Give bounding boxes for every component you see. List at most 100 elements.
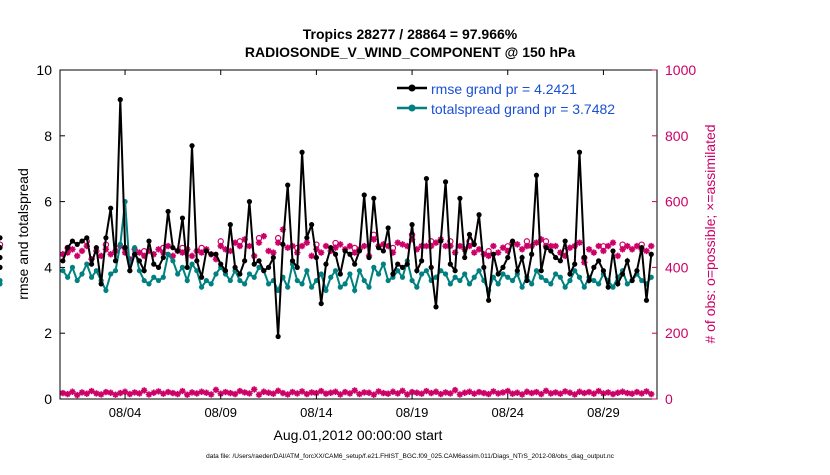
obs-assimilated-bottom-point — [428, 389, 435, 397]
obs-assimilated-point — [332, 244, 339, 251]
totalspread-point — [419, 271, 425, 277]
y-right-tick-label: 400 — [665, 259, 689, 275]
obs-assimilated-bottom-point — [485, 390, 492, 398]
obs-assimilated-point — [480, 251, 488, 258]
rmse-point — [419, 258, 425, 264]
obs-assimilated-point — [552, 242, 559, 250]
chart-subtitle: RADIOSONDE_V_WIND_COMPONENT @ 150 hPa — [245, 44, 575, 60]
obs-assimilated-point — [83, 242, 90, 250]
totalspread-point — [227, 277, 233, 284]
totalspread-point — [543, 277, 549, 284]
obs-assimilated-bottom-point — [638, 390, 645, 397]
rmse-point — [486, 297, 492, 303]
rmse-point — [232, 264, 238, 270]
obs-assimilated-bottom-point — [528, 389, 535, 397]
obs-assimilated-bottom-point — [294, 390, 301, 397]
rmse-point — [337, 271, 343, 277]
rmse-point — [495, 271, 501, 277]
obs-assimilated-bottom-point — [648, 390, 655, 398]
obs-assimilated-point — [241, 236, 248, 243]
totalspread-point — [146, 281, 152, 287]
obs-assimilated-bottom-point — [212, 386, 220, 393]
obs-assimilated-point — [523, 242, 531, 250]
totalspread-point — [60, 268, 66, 274]
rmse-point — [634, 268, 640, 274]
rmse-point — [270, 254, 276, 261]
totalspread-point — [552, 271, 559, 277]
obs-assimilated-point — [140, 252, 148, 260]
totalspread-point — [79, 271, 85, 277]
totalspread-point — [141, 277, 147, 284]
rmse-point — [242, 258, 248, 264]
rmse-point — [294, 264, 300, 270]
obs-assimilated-point — [490, 242, 497, 250]
obs-assimilated-bottom-point — [437, 390, 444, 398]
obs-assimilated-point — [236, 242, 244, 250]
totalspread-point — [337, 284, 343, 290]
obs-assimilated-bottom-point — [169, 389, 177, 397]
obs-assimilated-bottom-point — [308, 389, 315, 396]
obs-assimilated-bottom-point — [533, 388, 540, 396]
obs-assimilated-point — [475, 246, 483, 253]
plot-marks — [0, 97, 655, 399]
obs-assimilated-bottom-point — [547, 390, 555, 397]
rmse-point — [117, 97, 123, 103]
rmse-point — [0, 245, 3, 251]
rmse-point — [433, 304, 439, 310]
obs-assimilated-point — [246, 242, 253, 250]
rmse-point — [385, 225, 391, 231]
rmse-point — [643, 297, 650, 303]
totalspread-point — [299, 281, 305, 287]
obs-assimilated-bottom-point — [227, 389, 234, 397]
obs-assimilated-bottom-point — [207, 391, 215, 398]
totalspread-point — [371, 264, 377, 270]
rmse-point — [179, 215, 186, 221]
rmse-point — [74, 241, 80, 247]
totalspread-point — [624, 281, 630, 287]
totalspread-point — [74, 277, 80, 284]
rmse-point — [69, 238, 76, 244]
totalspread-point — [84, 261, 90, 267]
rmse-point — [299, 149, 305, 155]
obs-assimilated-bottom-point — [370, 391, 378, 398]
y-left-tick-label: 0 — [44, 391, 52, 407]
rmse-point — [610, 248, 616, 254]
rmse-point — [395, 261, 401, 267]
obs-assimilated-point — [322, 242, 330, 250]
obs-assimilated-bottom-point — [466, 388, 473, 395]
rmse-line — [61, 99, 653, 337]
rmse-point — [476, 212, 482, 218]
totalspread-point — [533, 268, 540, 274]
obs-assimilated-point — [59, 251, 67, 258]
obs-assimilated-point — [169, 252, 177, 260]
totalspread-point — [385, 277, 391, 284]
totalspread-point — [562, 284, 568, 290]
rmse-point — [423, 175, 430, 182]
rmse-point — [136, 258, 143, 264]
totalspread-point — [294, 277, 300, 284]
obs-assimilated-bottom-point — [150, 389, 157, 396]
obs-assimilated-bottom-point — [365, 389, 373, 396]
rmse-point — [548, 248, 554, 254]
obs-assimilated-bottom-point — [538, 390, 545, 398]
rmse-point — [256, 258, 262, 264]
obs-assimilated-bottom-point — [155, 388, 162, 395]
obs-assimilated-bottom-point — [279, 389, 287, 397]
rmse-point — [218, 261, 224, 267]
totalspread-point — [203, 277, 209, 284]
obs-assimilated-point — [389, 249, 397, 256]
obs-assimilated-point — [279, 226, 287, 233]
rmse-point — [605, 284, 611, 290]
rmse-point — [481, 264, 487, 270]
rmse-point — [438, 238, 444, 244]
obs-assimilated-bottom-point — [184, 391, 191, 398]
totalspread-point — [265, 281, 272, 287]
obs-assimilated-point — [308, 252, 315, 260]
obs-assimilated-bottom-point — [78, 389, 86, 396]
plot-frame — [59, 69, 658, 400]
rmse-point — [222, 268, 229, 274]
obs-assimilated-point — [255, 239, 263, 246]
obs-assimilated-point — [423, 242, 430, 250]
obs-assimilated-bottom-point — [255, 391, 263, 398]
